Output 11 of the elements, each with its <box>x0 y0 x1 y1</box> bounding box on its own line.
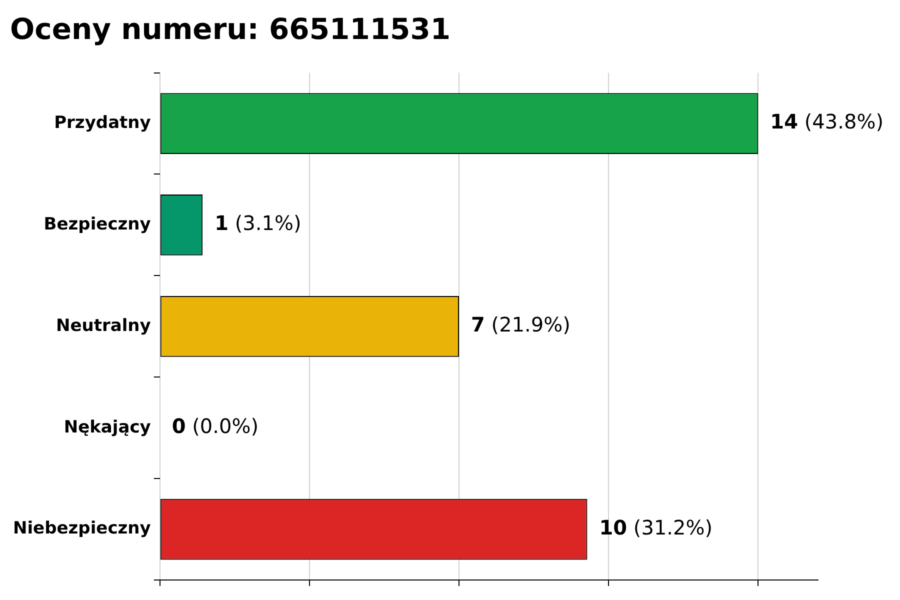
data-label: 7 (21.9%) <box>471 312 570 337</box>
data-label: 14 (43.8%) <box>770 110 884 134</box>
data-label: 10 (31.2%) <box>599 515 713 540</box>
y-tick-label: Nękający <box>64 417 151 438</box>
y-tick-label: Niebezpieczny <box>13 518 151 539</box>
data-label: 0 (0.0%) <box>172 414 259 438</box>
chart-title: Oceny numeru: 665111531 <box>10 12 451 46</box>
y-tick-label: Neutralny <box>56 316 151 336</box>
y-tick-label: Przydatny <box>54 112 151 133</box>
data-label: 1 (3.1%) <box>214 211 302 236</box>
y-tick-label: Bezpieczny <box>44 214 151 234</box>
